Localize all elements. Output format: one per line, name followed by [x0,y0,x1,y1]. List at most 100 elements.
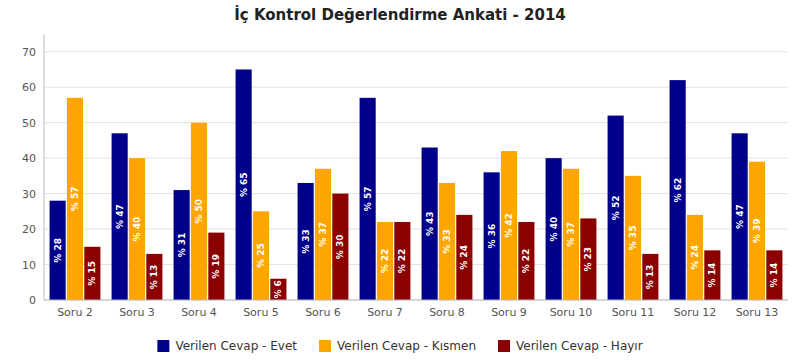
y-tick-label: 10 [22,259,36,272]
grid-line [44,300,788,301]
chart: İç Kontrol Değerlendirme Ankati - 2014 0 1… [0,0,800,364]
data-label: % 42 [504,213,514,238]
legend-item: Verilen Cevap - Kısmen [319,339,476,353]
bar [580,218,596,300]
bar [50,201,66,300]
data-label: % 6 [273,280,283,298]
data-label: % 39 [752,218,762,243]
data-label: % 33 [442,229,452,254]
bar [377,222,393,300]
bar [687,215,703,300]
bar [484,172,500,300]
bar [642,254,658,300]
data-label: % 22 [397,249,407,274]
x-tick-label: Soru 7 [367,306,403,319]
bar [146,254,162,300]
bar [394,222,410,300]
y-axis-line [44,34,45,300]
data-label: % 22 [380,249,390,274]
y-tick-label: 0 [29,294,36,307]
data-label: % 43 [425,211,435,236]
legend-label: Verilen Cevap - Kısmen [337,339,476,353]
data-label: % 30 [335,234,345,259]
x-tick-label: Soru 10 [550,306,593,319]
data-label: % 40 [132,217,142,242]
data-label: % 35 [628,226,638,251]
legend-item: Verilen Cevap - Evet [157,339,297,353]
data-label: % 57 [363,187,373,212]
x-tick-label: Soru 12 [674,306,717,319]
data-label: % 57 [70,187,80,212]
bar [315,169,331,300]
bar [749,162,765,300]
data-label: % 24 [690,245,700,270]
data-label: % 31 [177,233,187,258]
x-tick-label: Soru 13 [736,306,779,319]
bar [208,233,224,300]
legend-swatch [157,340,169,352]
y-tick-label: 40 [22,152,36,165]
bar [546,158,562,300]
legend-swatch [498,340,510,352]
y-tick-label: 50 [22,117,36,130]
y-tick-label: 30 [22,188,36,201]
data-label: % 47 [115,204,125,229]
bar [670,80,686,300]
x-tick-label: Soru 4 [181,306,217,319]
bar [766,250,782,300]
y-axis: 0 10 20 30 40 50 60 70 [22,46,788,307]
bar [191,123,207,300]
x-tick-label: Soru 6 [305,306,341,319]
bar [84,247,100,300]
legend-label: Verilen Cevap - Hayır [516,339,643,353]
bar [67,98,83,300]
data-label: % 37 [566,222,576,247]
bars [50,69,783,300]
title: İç Kontrol Değerlendirme Ankati - 2014 [234,5,566,24]
data-label: % 40 [549,217,559,242]
legend-item: Verilen Cevap - Hayır [498,339,643,353]
data-label: % 50 [194,199,204,224]
bar [518,222,534,300]
data-label: % 36 [487,224,497,249]
x-tick-label: Soru 3 [119,306,155,319]
bar [563,169,579,300]
y-tick-label: 70 [22,46,36,59]
data-label: % 14 [769,263,779,288]
y-tick-label: 60 [22,81,36,94]
data-label: % 62 [673,178,683,203]
bar [704,250,720,300]
bar [270,279,286,300]
data-label: % 24 [459,245,469,270]
data-label: % 19 [211,254,221,279]
bar [174,190,190,300]
x-axis-line [44,300,788,301]
x-tick-label: Soru 9 [491,306,527,319]
bar [332,194,348,300]
data-label: % 15 [87,261,97,286]
x-tick-label: Soru 11 [612,306,655,319]
bar [501,151,517,300]
data-label: % 13 [645,265,655,290]
data-label: % 23 [583,247,593,272]
legend: Verilen Cevap - Evet Verilen Cevap - Kısm… [157,339,642,353]
data-labels: % 28% 47% 31% 65% 33% 57% 43% 36% 40% 52… [53,172,780,298]
bar [298,183,314,300]
bar [253,211,269,300]
bar [129,158,145,300]
x-tick-label: Soru 8 [429,306,465,319]
data-label: % 13 [149,265,159,290]
bar [732,133,748,300]
y-tick-label: 20 [22,223,36,236]
x-tick-label: Soru 5 [243,306,279,319]
legend-swatch [319,340,331,352]
bar [112,133,128,300]
data-label: % 22 [521,249,531,274]
data-label: % 14 [707,263,717,288]
bar [439,183,455,300]
data-label: % 25 [256,243,266,268]
data-label: % 47 [735,204,745,229]
data-label: % 65 [239,172,249,197]
bar [608,116,624,300]
bar [236,69,252,300]
